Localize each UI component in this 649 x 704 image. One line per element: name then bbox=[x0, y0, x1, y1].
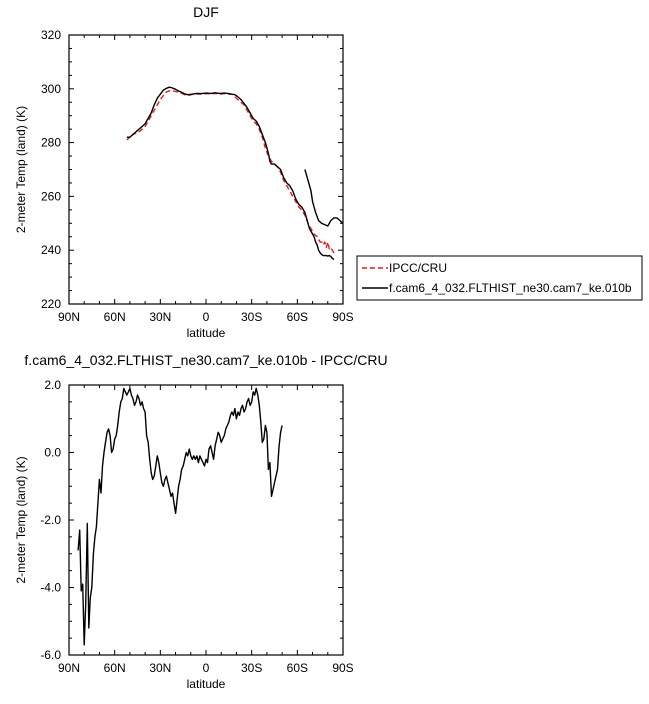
legend-label: f.cam6_4_032.FLTHIST_ne30.cam7_ke.010b bbox=[389, 281, 632, 295]
y-axis-label: 2-meter Temp (land) (K) bbox=[14, 456, 28, 583]
chart-title: f.cam6_4_032.FLTHIST_ne30.cam7_ke.010b -… bbox=[24, 352, 387, 368]
y-tick-label: 260 bbox=[41, 189, 61, 203]
x-tick-label: 30S bbox=[241, 310, 262, 324]
top-panel: DJF 90N 60N 30N 0 30S 60S 90S 220 240 260 280 300 320… bbox=[14, 4, 643, 340]
x-tick-label: 0 bbox=[203, 661, 210, 675]
plot-frame bbox=[68, 34, 344, 305]
series-line bbox=[126, 86, 335, 261]
x-tick-label: 90S bbox=[332, 310, 353, 324]
chart-title: DJF bbox=[193, 4, 219, 20]
legend-box bbox=[356, 255, 643, 301]
y-tick-label: 220 bbox=[41, 297, 61, 311]
x-tick-label: 60S bbox=[287, 310, 308, 324]
x-tick-label: 0 bbox=[203, 310, 210, 324]
y-tick-label: 280 bbox=[41, 136, 61, 150]
y-tick-label: 0.0 bbox=[44, 446, 61, 460]
legend: IPCC/CRU f.cam6_4_032.FLTHIST_ne30.cam7_k… bbox=[356, 255, 643, 301]
y-tick-label: -2.0 bbox=[40, 513, 61, 527]
x-tick-label: 90N bbox=[58, 661, 80, 675]
y-tick-label: 300 bbox=[41, 82, 61, 96]
x-tick-label: 90N bbox=[58, 310, 80, 324]
legend-label: IPCC/CRU bbox=[389, 261, 447, 275]
y-tick-label: 320 bbox=[41, 28, 61, 42]
y-tick-label: -4.0 bbox=[40, 581, 61, 595]
y-tick-label: 2.0 bbox=[44, 378, 61, 392]
x-axis-label: latitude bbox=[187, 326, 226, 340]
series-line bbox=[304, 169, 343, 227]
x-tick-label: 30N bbox=[149, 310, 171, 324]
x-axis-label: latitude bbox=[187, 677, 226, 691]
x-tick-label: 60S bbox=[287, 661, 308, 675]
y-axis-label: 2-meter Temp (land) (K) bbox=[14, 106, 28, 233]
x-tick-label: 60N bbox=[104, 661, 126, 675]
x-tick-label: 60N bbox=[104, 310, 126, 324]
series-line bbox=[126, 90, 335, 254]
plot-frame bbox=[68, 384, 344, 656]
series-line bbox=[77, 387, 283, 646]
x-tick-label: 90S bbox=[332, 661, 353, 675]
y-tick-label: 240 bbox=[41, 243, 61, 257]
y-tick-label: -6.0 bbox=[40, 648, 61, 662]
x-tick-label: 30S bbox=[241, 661, 262, 675]
x-tick-label: 30N bbox=[149, 661, 171, 675]
bottom-panel: f.cam6_4_032.FLTHIST_ne30.cam7_ke.010b -… bbox=[14, 352, 388, 691]
